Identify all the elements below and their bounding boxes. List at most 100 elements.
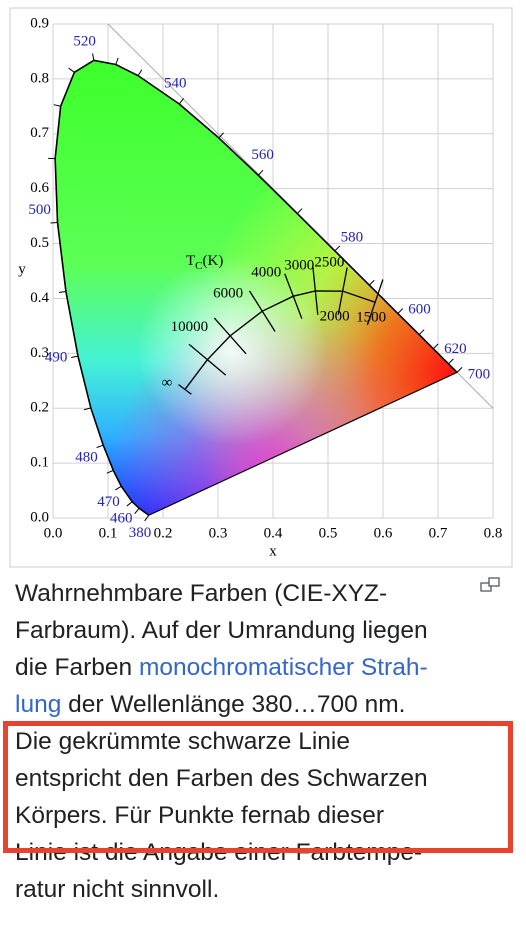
caption-line: Linie ist die Angabe einer Farbtempe- xyxy=(15,834,422,871)
wavelength-label: 520 xyxy=(73,34,96,50)
isotherm xyxy=(337,267,348,315)
caption-text: die Farben xyxy=(15,654,139,681)
locus-tick xyxy=(68,67,75,73)
caption-line: lung der Wellenlänge 380…700 nm. xyxy=(15,686,405,723)
wavelength-label: 620 xyxy=(444,341,467,357)
temperature-label: 2500 xyxy=(314,254,344,270)
wavelength-label: 380 xyxy=(129,525,152,541)
caption-line: die Farben monochromatischer Strah- xyxy=(15,649,428,686)
locus-tick xyxy=(53,104,61,107)
x-tick-label: 0.8 xyxy=(484,525,503,541)
locus-tick xyxy=(178,98,184,105)
y-tick-label: 0.5 xyxy=(30,235,49,251)
isotherm xyxy=(366,279,384,326)
y-tick-label: 0.4 xyxy=(30,290,49,306)
caption-text: Linie ist die Angabe einer Farbtempe- xyxy=(15,839,423,866)
x-tick-label: 0.1 xyxy=(99,525,118,541)
caption-text: Körpers. Für Punkte fernab dieser xyxy=(15,802,385,829)
locus-tick xyxy=(126,501,133,507)
locus-tick xyxy=(115,485,122,491)
locus-tick xyxy=(369,279,375,286)
x-axis-label: x xyxy=(269,543,277,559)
temperature-label: 2000 xyxy=(320,309,350,325)
locus-tick xyxy=(115,57,119,65)
caption-link[interactable]: lung xyxy=(15,691,62,718)
chart: x y TC(K) 0.0 0.1 0.2 0.3 0.4 0.5 0.6 0.7 0.8 0.0… xyxy=(9,7,513,568)
wavelength-label: 560 xyxy=(251,147,274,163)
expand-icon[interactable] xyxy=(480,577,502,593)
y-tick-label: 0.6 xyxy=(30,180,49,196)
planckian-locus xyxy=(184,290,376,390)
wavelength-label: 460 xyxy=(110,510,133,526)
temperature-label: 3000 xyxy=(284,258,314,274)
temperature-label: 6000 xyxy=(213,285,243,301)
locus-tick xyxy=(144,514,150,522)
caption-text: entspricht den Farben des Schwarzen xyxy=(15,765,428,792)
temperature-label: 1500 xyxy=(356,310,386,326)
wavelength-label: 580 xyxy=(341,230,364,246)
x-tick-label: 0.4 xyxy=(264,525,283,541)
x-tick-label: 0.0 xyxy=(44,525,63,541)
wavelength-label: 470 xyxy=(97,494,120,510)
temperature-title: TC(K) xyxy=(186,253,223,271)
caption-line: entspricht den Farben des Schwarzen xyxy=(15,760,428,797)
locus-tick xyxy=(448,358,454,365)
isotherm xyxy=(188,343,227,376)
y-axis-label: y xyxy=(18,261,26,277)
x-tick-label: 0.6 xyxy=(374,525,393,541)
caption-link[interactable]: monochromatischer Strah- xyxy=(138,654,428,681)
locus-tick xyxy=(334,245,341,252)
caption-line: Die gekrümmte schwarze Linie xyxy=(15,723,350,760)
locus-tick xyxy=(71,355,79,359)
y-tick-label: 0.7 xyxy=(30,125,49,141)
gamut-fill xyxy=(55,60,458,516)
caption-text: Die gekrümmte schwarze Linie xyxy=(15,728,350,755)
y-tick-label: 0.0 xyxy=(30,509,49,525)
x-tick-label: 0.5 xyxy=(319,525,338,541)
wavelength-label: 540 xyxy=(164,76,187,92)
caption-line: ratur nicht sinnvoll. xyxy=(15,871,219,908)
x-tick-label: 0.7 xyxy=(429,525,448,541)
wavelength-label: 700 xyxy=(468,366,491,382)
caption-line: Wahrnehmbare Farben (CIE-XYZ- xyxy=(15,575,387,612)
x-tick-label: 0.3 xyxy=(209,525,228,541)
caption-text: Wahrnehmbare Farben (CIE-XYZ- xyxy=(15,580,388,607)
x-tick-label: 0.2 xyxy=(154,525,173,541)
caption-text: der Wellenlänge 380…700 nm. xyxy=(61,691,406,718)
wavelength-label: 480 xyxy=(75,450,98,466)
caption-line: Körpers. Für Punkte fernab dieser xyxy=(15,797,384,834)
temperature-label: 4000 xyxy=(251,265,281,281)
y-tick-label: 0.8 xyxy=(30,70,49,86)
locus-tick xyxy=(218,132,224,139)
locus-tick xyxy=(456,367,463,373)
locus-tick xyxy=(137,69,143,76)
wavelength-label: 490 xyxy=(45,349,68,365)
locus-tick xyxy=(106,469,114,474)
temperature-label: 10000 xyxy=(171,319,209,335)
locus-tick xyxy=(50,221,58,224)
isotherm xyxy=(312,266,319,315)
caption-text: Farbraum). Auf der Umrandung liegen xyxy=(15,617,428,644)
y-tick-label: 0.1 xyxy=(30,455,49,471)
locus-tick xyxy=(418,329,425,336)
locus-tick xyxy=(83,407,91,411)
purple-line xyxy=(148,371,458,516)
locus-tick xyxy=(92,53,95,61)
locus-tick xyxy=(432,343,439,350)
caption-line: Farbraum). Auf der Umrandung liegen xyxy=(15,612,428,649)
isotherm xyxy=(248,290,276,332)
locus-tick xyxy=(134,507,140,515)
caption-text: ratur nicht sinnvoll. xyxy=(15,876,220,903)
locus-tick xyxy=(257,169,264,176)
isotherm xyxy=(213,317,247,355)
locus-tick xyxy=(296,208,303,214)
locus-tick xyxy=(397,308,404,314)
isotherm xyxy=(178,384,192,395)
locus-tick xyxy=(58,290,67,294)
y-tick-label: 0.9 xyxy=(30,15,49,31)
isotherm xyxy=(284,273,303,319)
temperature-label: ∞ xyxy=(162,375,173,391)
wavelength-label: 600 xyxy=(408,302,431,318)
image-frame xyxy=(9,7,513,568)
